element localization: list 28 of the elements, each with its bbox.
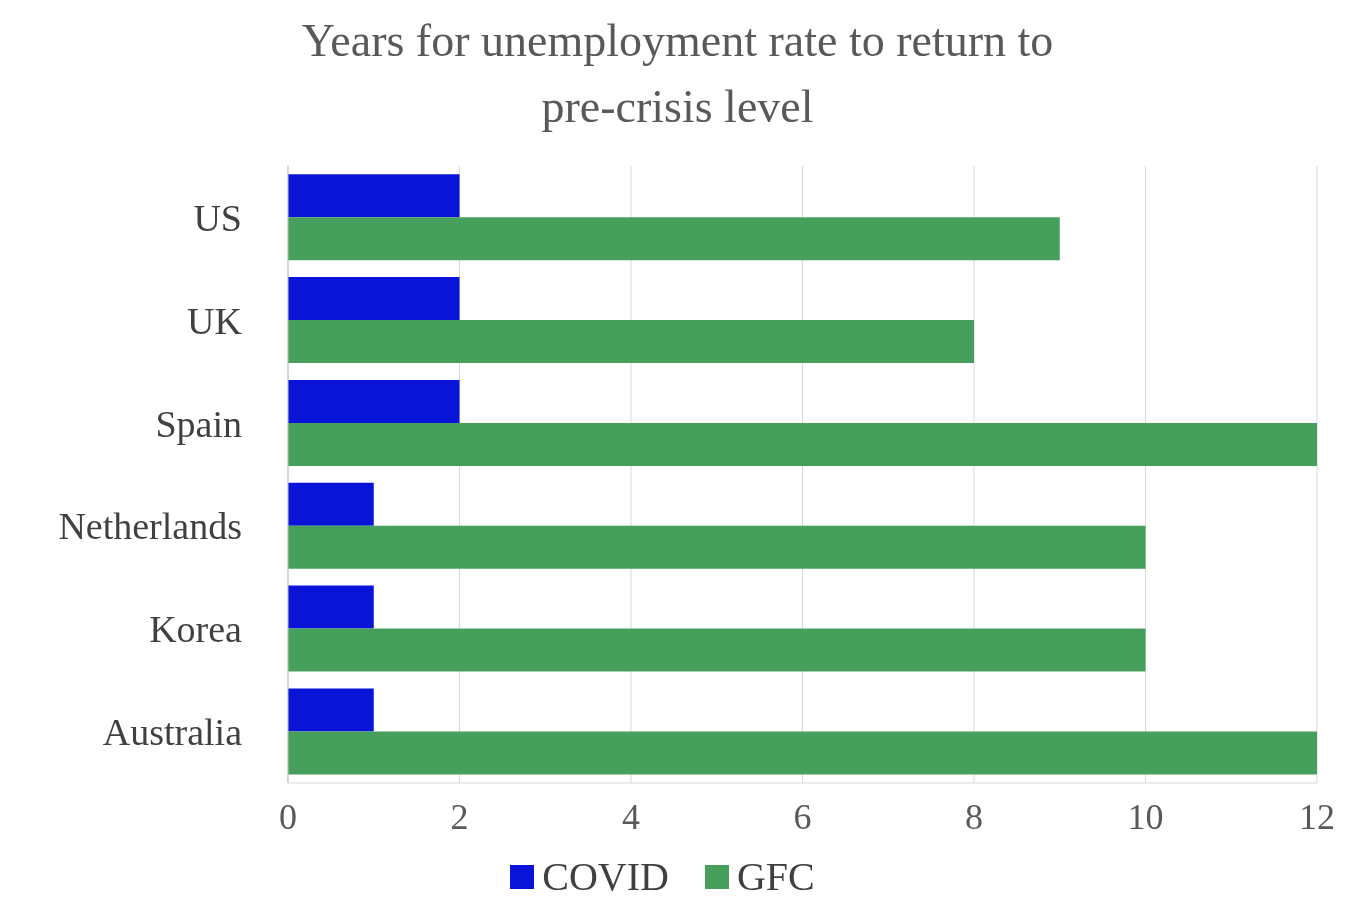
y-tick-label: Netherlands <box>58 505 242 548</box>
bar <box>288 525 1146 569</box>
bar <box>288 688 374 732</box>
bar <box>288 482 374 526</box>
bar <box>288 731 1317 775</box>
y-tick-label: US <box>193 196 242 239</box>
x-tick-label: 2 <box>450 796 469 837</box>
legend-label: COVID <box>542 853 669 900</box>
x-tick-label: 10 <box>1127 796 1164 837</box>
x-tick-label: 12 <box>1299 796 1335 837</box>
bar <box>288 277 460 321</box>
y-tick-label: Spain <box>155 402 242 445</box>
x-tick-label: 0 <box>279 796 297 837</box>
bar <box>288 379 460 423</box>
legend-label: GFC <box>736 853 815 900</box>
bar <box>288 217 1060 261</box>
bar <box>288 320 974 364</box>
bar <box>288 585 374 629</box>
bar <box>288 422 1317 466</box>
x-tick-label: 8 <box>965 796 983 837</box>
chart-title: Years for unemployment rate to return to pre-crisis level <box>300 14 1055 134</box>
bar <box>288 174 460 218</box>
y-tick-label: UK <box>187 299 243 342</box>
bar <box>288 628 1146 672</box>
x-tick-label: 6 <box>793 796 812 837</box>
y-tick-label: Korea <box>149 608 243 651</box>
x-tick-label: 4 <box>622 796 640 837</box>
y-tick-label: Australia <box>102 711 243 754</box>
